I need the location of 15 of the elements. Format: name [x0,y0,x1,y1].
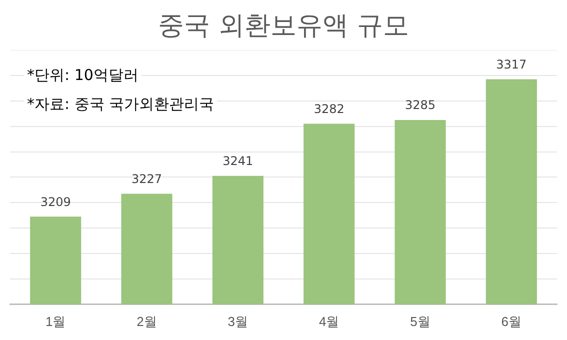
x-tick-label: 1월 [45,314,66,329]
x-tick-label: 2월 [136,314,157,329]
data-label: 3282 [314,102,344,116]
x-tick-label: 5월 [410,314,430,329]
annotation: *자료: 중국 국가외환관리국 [24,94,218,114]
data-label: 3285 [404,98,436,112]
annotation: *단위: 10억달러 [24,65,142,85]
x-tick-label: 4월 [318,314,340,329]
data-label: 3227 [131,172,162,186]
x-tick-label: 3월 [228,314,248,329]
chart-title: 중국 외환보유액 규모 [157,10,410,43]
data-label: 3241 [222,154,254,168]
data-label: 3209 [40,194,71,209]
x-tick-label: 6월 [501,314,522,329]
data-label: 3317 [496,57,527,72]
